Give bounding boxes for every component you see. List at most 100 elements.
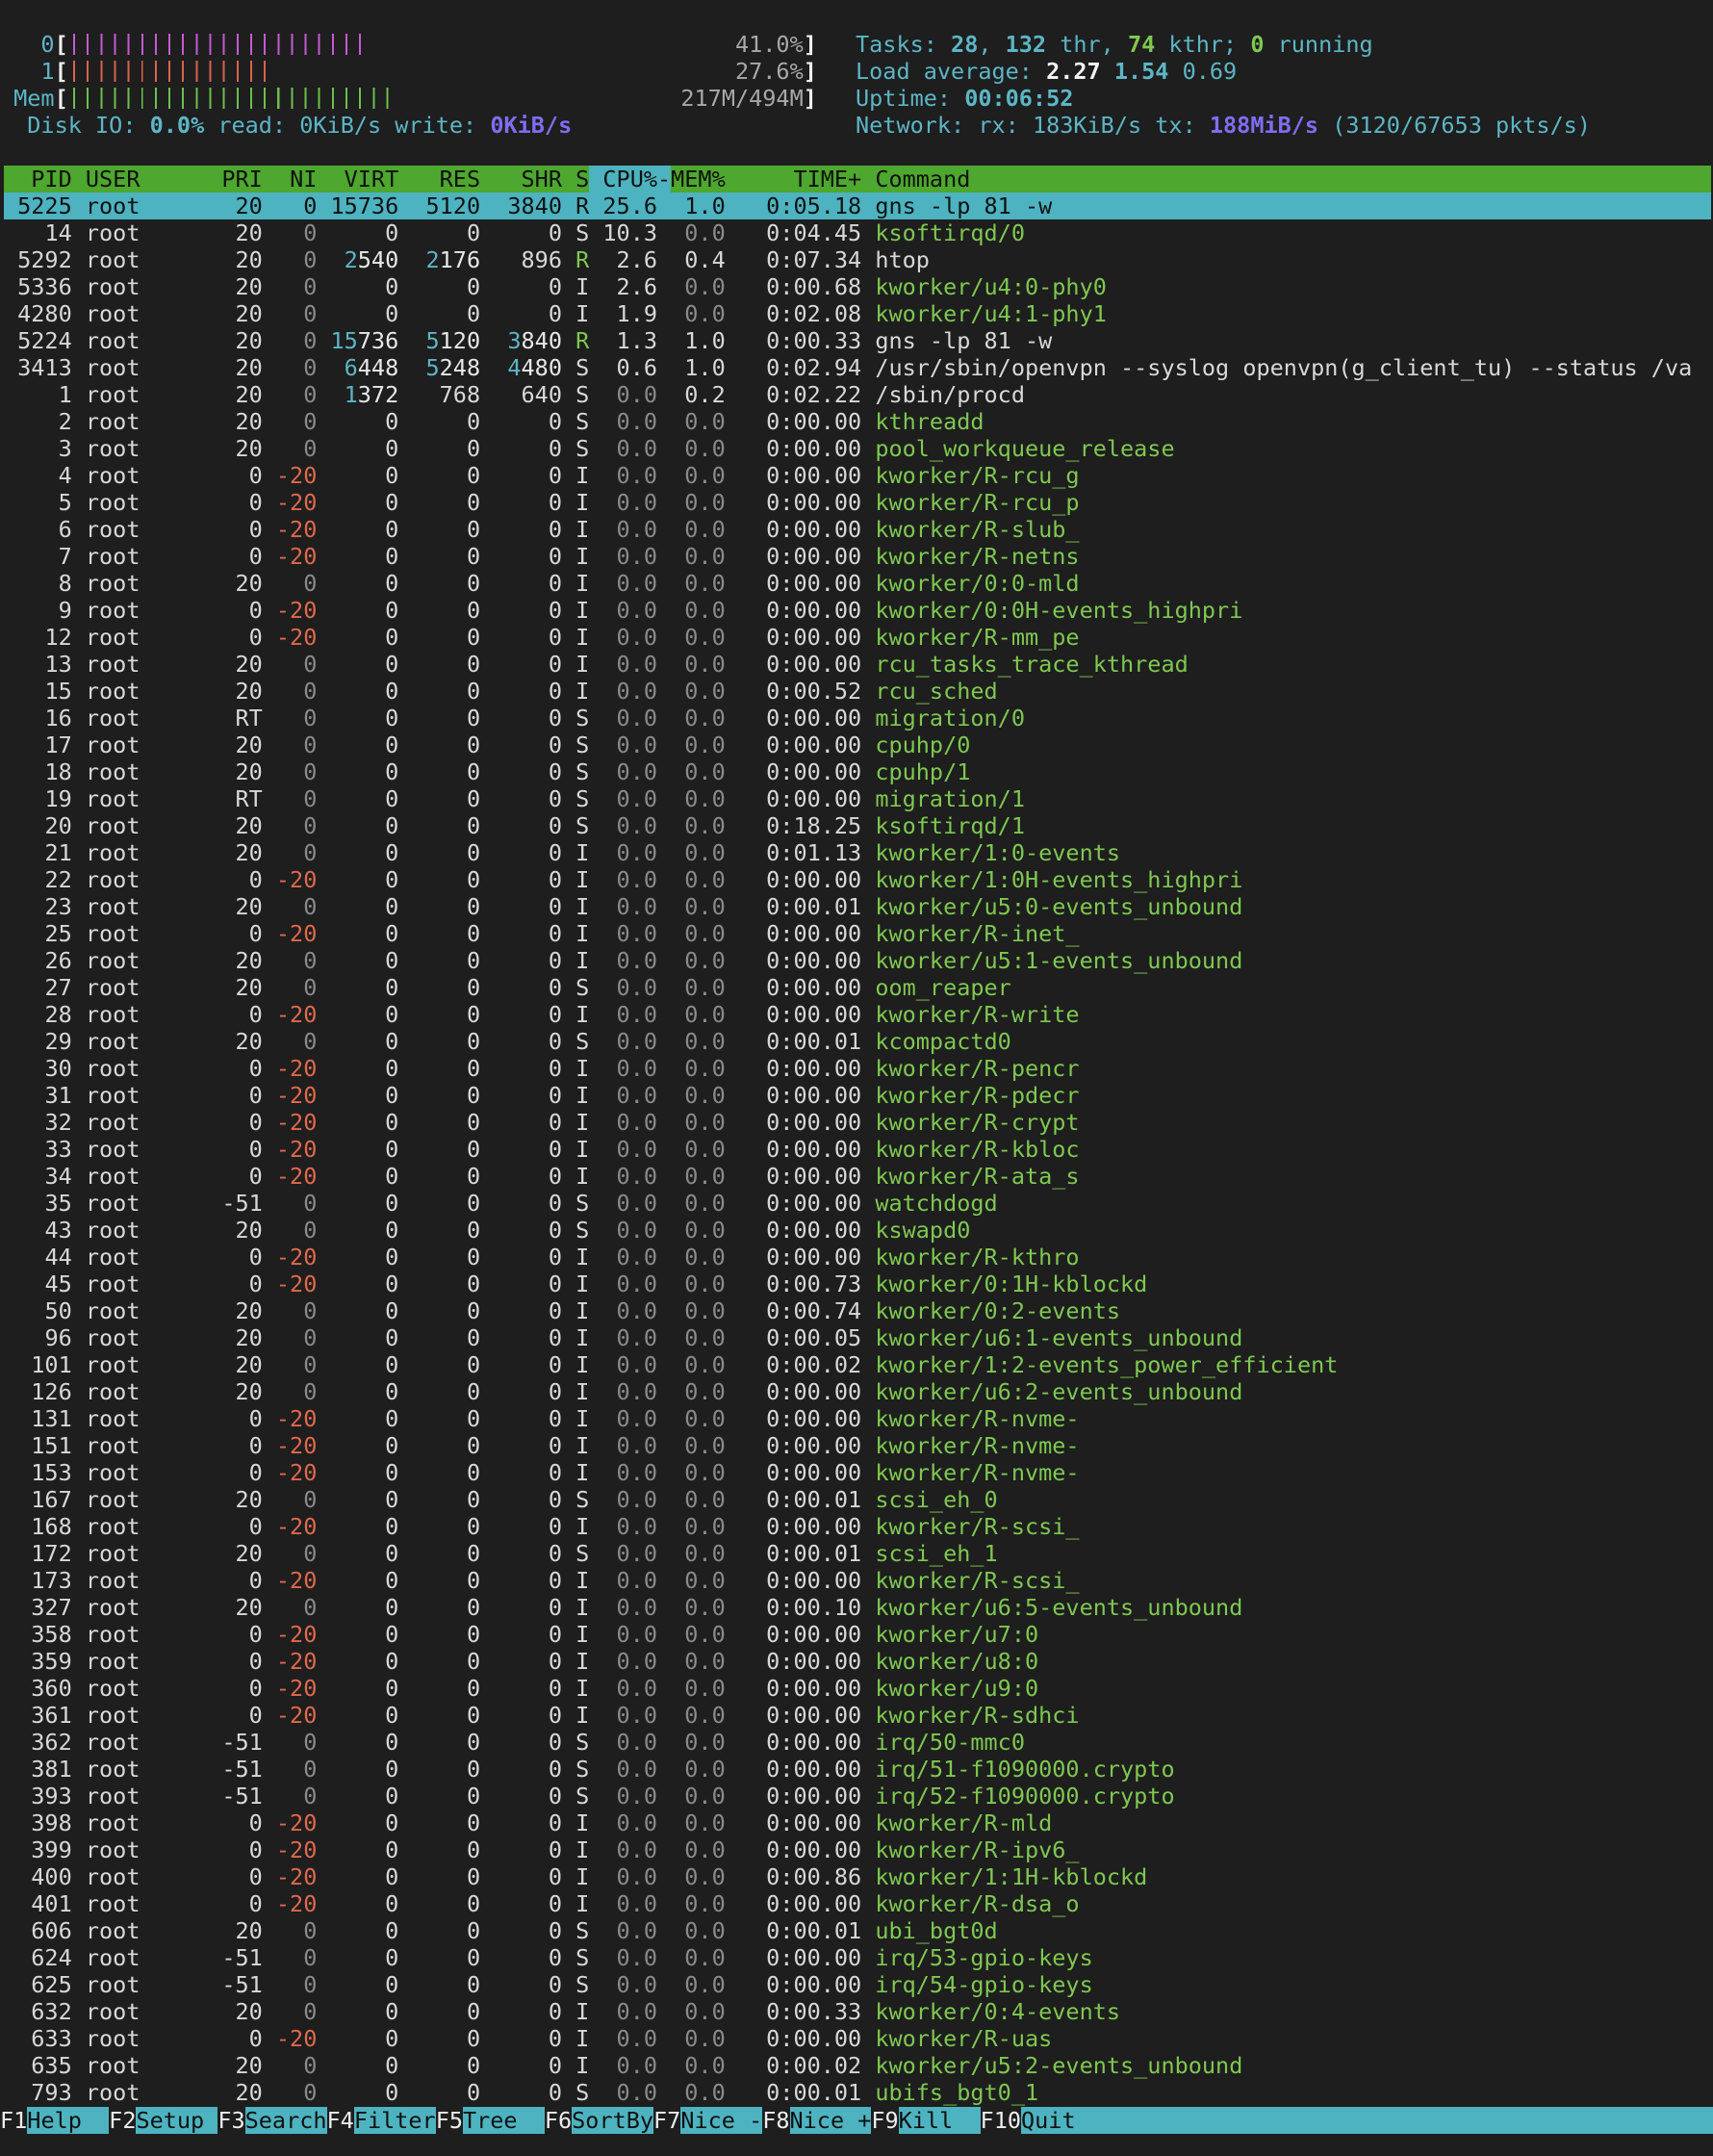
process-row[interactable]: 633 root 0 -20 0 0 0 I 0.0 0.0 0:00.00 kworker/R-ua… xyxy=(4,2025,1711,2052)
process-row[interactable]: 5336 root 20 0 0 0 0 I 2.6 0.0 0:00.68 kworker/u4:0… xyxy=(4,273,1711,300)
process-row[interactable]: 29 root 20 0 0 0 0 S 0.0 0.0 0:00.01 kcompactd0 xyxy=(4,1028,1711,1055)
process-row[interactable]: 400 root 0 -20 0 0 0 I 0.0 0.0 0:00.86 kworker/1:1H… xyxy=(4,1863,1711,1890)
process-row[interactable]: 31 root 0 -20 0 0 0 I 0.0 0.0 0:00.00 kworker/R-pde… xyxy=(4,1082,1711,1109)
process-row[interactable]: 632 root 20 0 0 0 0 I 0.0 0.0 0:00.33 kworker/0:4-e… xyxy=(4,1998,1711,2025)
process-row[interactable]: 6 root 0 -20 0 0 0 I 0.0 0.0 0:00.00 kworker/R-slub… xyxy=(4,516,1711,543)
process-row[interactable]: 20 root 20 0 0 0 0 S 0.0 0.0 0:18.25 ksoftirqd/1 xyxy=(4,812,1711,839)
function-label[interactable]: Tree xyxy=(462,2107,545,2134)
process-row[interactable]: 96 root 20 0 0 0 0 I 0.0 0.0 0:00.05 kworker/u6:1-e… xyxy=(4,1324,1711,1351)
column-header[interactable]: TIME+ xyxy=(793,166,862,192)
process-row[interactable]: 50 root 20 0 0 0 0 I 0.0 0.0 0:00.74 kworker/0:2-ev… xyxy=(4,1297,1711,1324)
process-row[interactable]: 16 root RT 0 0 0 0 S 0.0 0.0 0:00.00 migration/0 xyxy=(4,705,1711,732)
process-row[interactable]: 21 root 20 0 0 0 0 I 0.0 0.0 0:01.13 kworker/1:0-ev… xyxy=(4,839,1711,866)
function-key[interactable]: F4 xyxy=(326,2107,354,2134)
process-row[interactable]: 43 root 20 0 0 0 0 S 0.0 0.0 0:00.00 kswapd0 xyxy=(4,1217,1711,1244)
process-row[interactable]: 359 root 0 -20 0 0 0 I 0.0 0.0 0:00.00 kworker/u8:0 xyxy=(4,1648,1711,1675)
process-row[interactable]: 1 root 20 0 1372 768 640 S 0.0 0.2 0:02.22/sbin/pr… xyxy=(4,381,1711,408)
process-row[interactable]: 13 root 20 0 0 0 0 I 0.0 0.0 0:00.00 rcu_tasks_trac… xyxy=(4,651,1711,678)
process-row[interactable]: 5 root 0 -20 0 0 0 I 0.0 0.0 0:00.00 kworker/R-rcu_… xyxy=(4,489,1711,516)
process-row[interactable]: 167 root 20 0 0 0 0 S 0.0 0.0 0:00.01 scsi_eh_0 xyxy=(4,1486,1711,1513)
process-row[interactable]: 362 root -51 0 0 0 0 S 0.0 0.0 0:00.00 irq/50-mmc0 xyxy=(4,1729,1711,1756)
process-row[interactable]: 5225 root 20 0 15736 5120 3840 R 25.6 1.0 0:05.18 g… xyxy=(4,192,1711,219)
process-row[interactable]: 5224 root 20 0 15736 5120 3840 R 1.3 1.0 0:00.33 gn… xyxy=(4,327,1711,354)
process-row[interactable]: 131 root 0 -20 0 0 0 I 0.0 0.0 0:00.00 kworker/R-nv… xyxy=(4,1405,1711,1432)
column-header[interactable]: CPU%- xyxy=(589,166,672,192)
process-row[interactable]: 17 root 20 0 0 0 0 S 0.0 0.0 0:00.00 cpuhp/0 xyxy=(4,732,1711,758)
function-label[interactable]: Filter xyxy=(353,2107,436,2134)
process-row[interactable]: 168 root 0 -20 0 0 0 I 0.0 0.0 0:00.00 kworker/R-sc… xyxy=(4,1513,1711,1540)
process-row[interactable]: 7 root 0 -20 0 0 0 I 0.0 0.0 0:00.00 kworker/R-netn… xyxy=(4,543,1711,570)
column-header[interactable]: MEM% xyxy=(671,166,726,192)
function-key[interactable]: F8 xyxy=(762,2107,790,2134)
process-row[interactable]: 153 root 0 -20 0 0 0 I 0.0 0.0 0:00.00 kworker/R-nv… xyxy=(4,1459,1711,1486)
column-header[interactable]: USER xyxy=(85,166,141,192)
process-row[interactable]: 8 root 20 0 0 0 0 I 0.0 0.0 0:00.00 kworker/0:0-mld xyxy=(4,570,1711,597)
process-row[interactable]: 173 root 0 -20 0 0 0 I 0.0 0.0 0:00.00 kworker/R-sc… xyxy=(4,1567,1711,1594)
process-row[interactable]: 624 root -51 0 0 0 0 S 0.0 0.0 0:00.00 irq/53-gpio-… xyxy=(4,1944,1711,1971)
column-header[interactable]: VIRT xyxy=(344,166,399,192)
function-key[interactable]: F7 xyxy=(653,2107,681,2134)
process-row[interactable]: 360 root 0 -20 0 0 0 I 0.0 0.0 0:00.00 kworker/u9:0 xyxy=(4,1675,1711,1702)
process-row[interactable]: 19 root RT 0 0 0 0 S 0.0 0.0 0:00.00 migration/1 xyxy=(4,785,1711,812)
process-row[interactable]: 23 root 20 0 0 0 0 I 0.0 0.0 0:00.01 kworker/u5:0-e… xyxy=(4,893,1711,920)
process-row[interactable]: 381 root -51 0 0 0 0 S 0.0 0.0 0:00.00 irq/51-f1090… xyxy=(4,1756,1711,1783)
process-row[interactable]: 3413 root 20 0 6448 5248 4480 S 0.6 1.0 0:02.94/us… xyxy=(4,354,1711,381)
process-row[interactable]: 151 root 0 -20 0 0 0 I 0.0 0.0 0:00.00 kworker/R-nv… xyxy=(4,1432,1711,1459)
function-label[interactable]: Search xyxy=(244,2107,327,2134)
process-row[interactable]: 398 root 0 -20 0 0 0 I 0.0 0.0 0:00.00 kworker/R-ml… xyxy=(4,1810,1711,1836)
column-header[interactable]: S xyxy=(575,166,590,192)
process-row[interactable]: 28 root 0 -20 0 0 0 I 0.0 0.0 0:00.00 kworker/R-wri… xyxy=(4,1001,1711,1028)
column-header[interactable]: RES xyxy=(439,166,481,192)
process-row[interactable]: 4280 root 20 0 0 0 0 I 1.9 0.0 0:02.08 kworker/u4:1… xyxy=(4,300,1711,327)
process-row[interactable]: 25 root 0 -20 0 0 0 I 0.0 0.0 0:00.00 kworker/R-ine… xyxy=(4,920,1711,947)
function-label[interactable]: Nice + xyxy=(789,2107,872,2134)
process-row[interactable]: 399 root 0 -20 0 0 0 I 0.0 0.0 0:00.00 kworker/R-ip… xyxy=(4,1836,1711,1863)
process-row[interactable]: 14 root 20 0 0 0 0 S 10.3 0.0 0:04.45 ksoftirqd/0 xyxy=(4,219,1711,246)
process-row[interactable]: 5292 root 20 0 2540 2176 896 R 2.6 0.4 0:07.34 htop xyxy=(4,246,1711,273)
column-header[interactable]: NI xyxy=(290,166,318,192)
process-row[interactable]: 35 root -51 0 0 0 0 S 0.0 0.0 0:00.00 watchdogd xyxy=(4,1190,1711,1217)
process-row[interactable]: 635 root 20 0 0 0 0 I 0.0 0.0 0:00.02 kworker/u5:2-… xyxy=(4,2052,1711,2079)
process-row[interactable]: 45 root 0 -20 0 0 0 I 0.0 0.0 0:00.73 kworker/0:1H-… xyxy=(4,1270,1711,1297)
function-key[interactable]: F5 xyxy=(435,2107,463,2134)
process-row[interactable]: 15 root 20 0 0 0 0 I 0.0 0.0 0:00.52 rcu_sched xyxy=(4,678,1711,705)
function-key[interactable]: F1 xyxy=(0,2107,28,2134)
function-label[interactable]: Quit xyxy=(1021,2107,1713,2134)
process-row[interactable]: 126 root 20 0 0 0 0 I 0.0 0.0 0:00.00 kworker/u6:2-… xyxy=(4,1378,1711,1405)
column-header[interactable]: PRI xyxy=(221,166,263,192)
process-row[interactable]: 33 root 0 -20 0 0 0 I 0.0 0.0 0:00.00 kworker/R-kbl… xyxy=(4,1136,1711,1163)
process-row[interactable]: 358 root 0 -20 0 0 0 I 0.0 0.0 0:00.00 kworker/u7:0 xyxy=(4,1621,1711,1648)
function-key[interactable]: F10 xyxy=(980,2107,1021,2134)
process-row[interactable]: 22 root 0 -20 0 0 0 I 0.0 0.0 0:00.00 kworker/1:0H-… xyxy=(4,866,1711,893)
process-row[interactable]: 3 root 20 0 0 0 0 S 0.0 0.0 0:00.00 pool_workqueue_… xyxy=(4,435,1711,462)
function-label[interactable]: Kill xyxy=(898,2107,981,2134)
function-key[interactable]: F9 xyxy=(871,2107,899,2134)
process-row[interactable]: 606 root 20 0 0 0 0 S 0.0 0.0 0:00.01 ubi_bgt0d xyxy=(4,1917,1711,1944)
process-row[interactable]: 361 root 0 -20 0 0 0 I 0.0 0.0 0:00.00 kworker/R-sd… xyxy=(4,1702,1711,1729)
process-row[interactable]: 793 root 20 0 0 0 0 S 0.0 0.0 0:00.01 ubifs_bgt0_1 xyxy=(4,2079,1711,2106)
function-label[interactable]: SortBy xyxy=(572,2107,654,2134)
function-label[interactable]: Setup xyxy=(136,2107,218,2134)
function-bar[interactable]: F1 Help F2 Setup F3 Search F4 Filter F5 Tree F6 Sor… xyxy=(0,2107,1713,2134)
column-header[interactable]: PID xyxy=(31,166,72,192)
process-row[interactable]: 101 root 20 0 0 0 0 I 0.0 0.0 0:00.02 kworker/1:2-e… xyxy=(4,1351,1711,1378)
process-row[interactable]: 27 root 20 0 0 0 0 S 0.0 0.0 0:00.00 oom_reaper xyxy=(4,974,1711,1001)
function-label[interactable]: Help xyxy=(27,2107,110,2134)
column-header[interactable]: Command xyxy=(875,166,971,192)
process-row[interactable]: 2 root 20 0 0 0 0 S 0.0 0.0 0:00.00 kthreadd xyxy=(4,408,1711,435)
process-row[interactable]: 44 root 0 -20 0 0 0 I 0.0 0.0 0:00.00 kworker/R-kth… xyxy=(4,1244,1711,1270)
process-row[interactable]: 9 root 0 -20 0 0 0 I 0.0 0.0 0:00.00 kworker/0:0H-e… xyxy=(4,597,1711,624)
function-key[interactable]: F3 xyxy=(217,2107,245,2134)
function-label[interactable]: Nice - xyxy=(680,2107,763,2134)
process-row[interactable]: 26 root 20 0 0 0 0 I 0.0 0.0 0:00.00 kworker/u5:1-e… xyxy=(4,947,1711,974)
process-row[interactable]: 393 root -51 0 0 0 0 S 0.0 0.0 0:00.00 irq/52-f1090… xyxy=(4,1783,1711,1810)
process-row[interactable]: 4 root 0 -20 0 0 0 I 0.0 0.0 0:00.00 kworker/R-rcu_… xyxy=(4,462,1711,489)
process-row[interactable]: 401 root 0 -20 0 0 0 I 0.0 0.0 0:00.00 kworker/R-ds… xyxy=(4,1890,1711,1917)
process-row[interactable]: 327 root 20 0 0 0 0 I 0.0 0.0 0:00.10 kworker/u6:5-… xyxy=(4,1594,1711,1621)
function-key[interactable]: F6 xyxy=(544,2107,573,2134)
function-key[interactable]: F2 xyxy=(109,2107,137,2134)
process-row[interactable]: 32 root 0 -20 0 0 0 I 0.0 0.0 0:00.00 kworker/R-cry… xyxy=(4,1109,1711,1136)
process-row[interactable]: 34 root 0 -20 0 0 0 I 0.0 0.0 0:00.00 kworker/R-ata… xyxy=(4,1163,1711,1190)
column-header[interactable]: SHR xyxy=(521,166,562,192)
process-row[interactable]: 30 root 0 -20 0 0 0 I 0.0 0.0 0:00.00 kworker/R-pen… xyxy=(4,1055,1711,1082)
